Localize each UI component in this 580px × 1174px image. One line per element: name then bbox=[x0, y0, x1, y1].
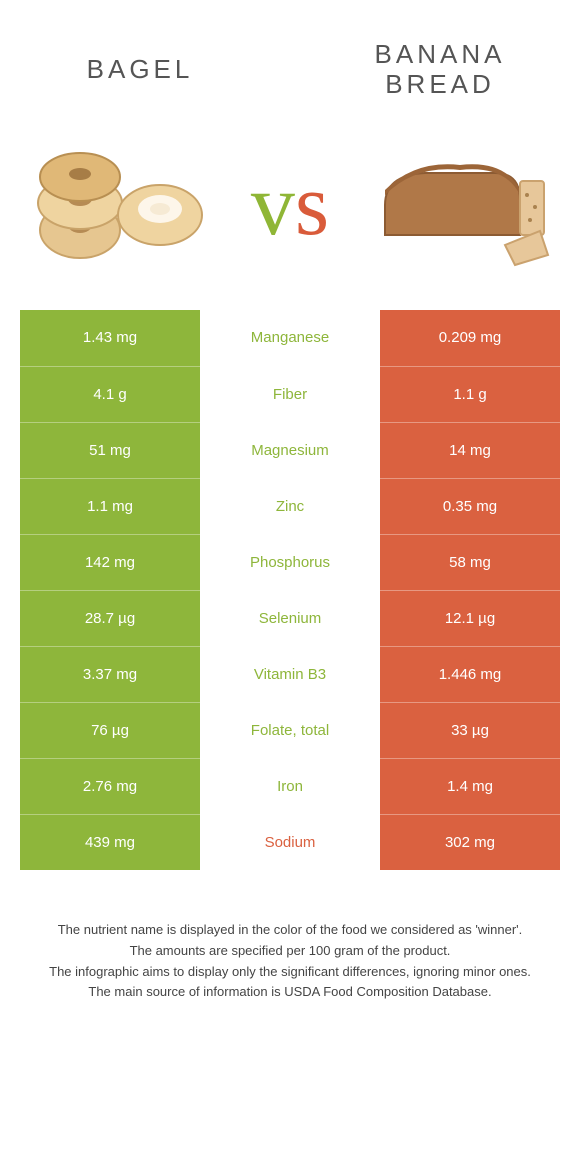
value-right: 302 mg bbox=[380, 814, 560, 870]
nutrient-label: Vitamin B3 bbox=[200, 646, 380, 702]
table-row: 76 µgFolate, total33 µg bbox=[20, 702, 560, 758]
value-right: 0.209 mg bbox=[380, 310, 560, 366]
table-row: 28.7 µgSelenium12.1 µg bbox=[20, 590, 560, 646]
value-left: 76 µg bbox=[20, 702, 200, 758]
nutrient-label: Sodium bbox=[200, 814, 380, 870]
nutrient-label: Iron bbox=[200, 758, 380, 814]
title-right: Banana bread bbox=[320, 40, 560, 100]
nutrient-label: Zinc bbox=[200, 478, 380, 534]
footnote-line: The nutrient name is displayed in the co… bbox=[26, 920, 554, 941]
nutrient-table: 1.43 mgManganese0.209 mg4.1 gFiber1.1 g5… bbox=[20, 310, 560, 870]
value-right: 1.446 mg bbox=[380, 646, 560, 702]
value-right: 0.35 mg bbox=[380, 478, 560, 534]
footnote-line: The infographic aims to display only the… bbox=[26, 962, 554, 983]
table-row: 3.37 mgVitamin B31.446 mg bbox=[20, 646, 560, 702]
footnote-line: The amounts are specified per 100 gram o… bbox=[26, 941, 554, 962]
table-row: 4.1 gFiber1.1 g bbox=[20, 366, 560, 422]
value-right: 1.1 g bbox=[380, 366, 560, 422]
value-right: 14 mg bbox=[380, 422, 560, 478]
nutrient-label: Selenium bbox=[200, 590, 380, 646]
value-left: 4.1 g bbox=[20, 366, 200, 422]
vs-v: v bbox=[251, 157, 295, 254]
value-left: 28.7 µg bbox=[20, 590, 200, 646]
value-left: 3.37 mg bbox=[20, 646, 200, 702]
table-row: 2.76 mgIron1.4 mg bbox=[20, 758, 560, 814]
header-row: Bagel Banana bread bbox=[20, 30, 560, 110]
bagel-image bbox=[20, 135, 220, 275]
value-left: 51 mg bbox=[20, 422, 200, 478]
footnote: The nutrient name is displayed in the co… bbox=[20, 920, 560, 1003]
value-left: 439 mg bbox=[20, 814, 200, 870]
nutrient-label: Fiber bbox=[200, 366, 380, 422]
table-row: 439 mgSodium302 mg bbox=[20, 814, 560, 870]
value-right: 1.4 mg bbox=[380, 758, 560, 814]
nutrient-label: Manganese bbox=[200, 310, 380, 366]
bread-image bbox=[360, 135, 560, 275]
nutrient-label: Folate, total bbox=[200, 702, 380, 758]
value-left: 1.1 mg bbox=[20, 478, 200, 534]
value-left: 142 mg bbox=[20, 534, 200, 590]
value-right: 58 mg bbox=[380, 534, 560, 590]
footnote-line: The main source of information is USDA F… bbox=[26, 982, 554, 1003]
value-right: 33 µg bbox=[380, 702, 560, 758]
nutrient-label: Phosphorus bbox=[200, 534, 380, 590]
value-left: 2.76 mg bbox=[20, 758, 200, 814]
table-row: 1.43 mgManganese0.209 mg bbox=[20, 310, 560, 366]
vs-label: vs bbox=[220, 155, 360, 256]
title-left: Bagel bbox=[20, 55, 260, 85]
nutrient-label: Magnesium bbox=[200, 422, 380, 478]
vs-row: vs bbox=[20, 130, 560, 280]
value-right: 12.1 µg bbox=[380, 590, 560, 646]
value-left: 1.43 mg bbox=[20, 310, 200, 366]
table-row: 1.1 mgZinc0.35 mg bbox=[20, 478, 560, 534]
table-row: 51 mgMagnesium14 mg bbox=[20, 422, 560, 478]
vs-s: s bbox=[295, 157, 329, 254]
table-row: 142 mgPhosphorus58 mg bbox=[20, 534, 560, 590]
